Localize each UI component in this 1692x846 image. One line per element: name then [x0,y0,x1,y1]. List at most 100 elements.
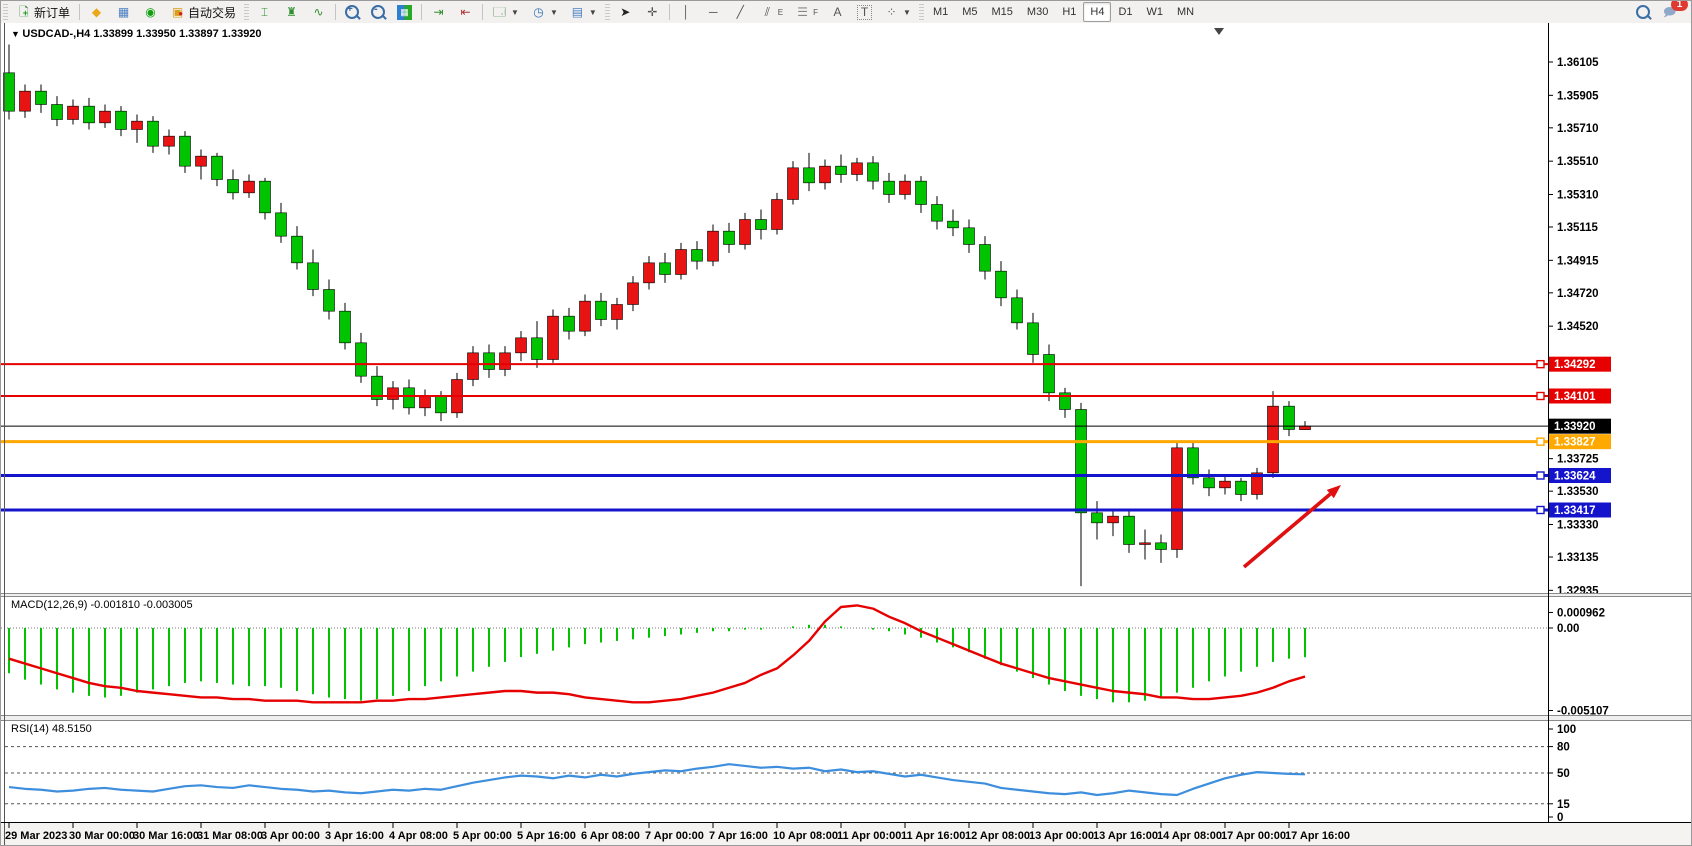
new-order-button[interactable]: 🗋+ 新订单 [10,1,76,23]
macd-pane [1,604,1548,704]
timeframe-button-m1[interactable]: M1 [932,6,949,18]
symbol-period-label: USDCAD-,H4 [22,28,91,40]
trend-arrow-annotation[interactable] [1242,485,1341,569]
timeframe-button-d1[interactable]: D1 [1118,6,1133,18]
horizontal-line-icon: ─ [709,4,718,19]
svg-text:80: 80 [1557,742,1570,754]
signals-button[interactable]: ◉ [137,1,164,23]
chart-dropdown-icon: ▼ [11,29,23,39]
vertical-line-icon: │ [682,4,691,19]
level-line-1.33920[interactable]: 1.33920 [1,418,1611,434]
auto-scroll-button[interactable]: ⇥ [425,1,452,23]
bar-chart-icon: ⌶ [260,4,269,19]
arrows-tool-button[interactable]: ⁘ ▼ [878,1,917,23]
macd-indicator-label[interactable]: MACD(12,26,9) -0.001810 -0.003005 [11,599,193,611]
toolbar-separator [482,4,484,20]
svg-text:29 Mar 2023: 29 Mar 2023 [5,830,67,842]
search-button[interactable] [1630,1,1656,23]
channel-tool-button[interactable]: ⫽ E [754,1,789,23]
svg-text:1.35905: 1.35905 [1557,90,1599,102]
main-toolbar: 🗋+ 新订单 ◆ ▦ ◉ ▣● 自动交易 ⌶ ♜ ∿ ▦ ⇥ ⇤ 🗔▼ ◷▼ [1,1,1691,24]
tile-windows-button[interactable]: ▦ [391,1,418,23]
toolbar-separator [668,4,670,20]
macd-signal-line [8,604,1306,704]
toolbar-separator [79,4,81,20]
svg-text:0.000962: 0.000962 [1557,607,1605,619]
svg-text:1.33417: 1.33417 [1554,505,1596,517]
level-line-1.34292[interactable]: 1.34292 [1,356,1611,372]
chart-symbol-title[interactable]: ▼ USDCAD-,H4 1.33899 1.33950 1.33897 1.3… [11,28,262,40]
rsi-indicator-label[interactable]: RSI(14) 48.5150 [11,723,92,735]
timeframe-button-m15[interactable]: M15 [991,6,1013,18]
chart-shift-marker[interactable] [1214,28,1224,35]
svg-text:1.34101: 1.34101 [1554,391,1596,403]
zoom-out-button[interactable] [365,1,391,23]
auto-trading-button[interactable]: ▣● 自动交易 [164,1,242,23]
toolbar-grip[interactable] [604,4,610,20]
fibonacci-tool-label: F [813,7,819,17]
svg-text:1.33920: 1.33920 [1554,421,1596,433]
signals-icon: ◉ [145,4,156,19]
level-lines[interactable]: 1.34292 1.34101 1.33920 1.33827 1.33624 1.334… [1,356,1611,518]
crosshair-icon: ✛ [647,4,658,19]
level-line-1.34101[interactable]: 1.34101 [1,388,1611,404]
metaeditor-button[interactable]: ◆ [83,1,110,23]
svg-text:1.33827: 1.33827 [1554,437,1596,449]
level-line-1.33417[interactable]: 1.33417 [1,502,1611,518]
candlestick-icon: ♜ [286,4,297,19]
svg-text:1.33530: 1.33530 [1557,486,1599,498]
svg-text:1.35710: 1.35710 [1557,123,1599,135]
zoom-out-icon [371,3,386,19]
svg-text:4 Apr 08:00: 4 Apr 08:00 [389,830,448,842]
crosshair-tool-button[interactable]: ✛ [639,1,666,23]
label-tool-button[interactable]: T [851,1,878,23]
svg-text:1.35115: 1.35115 [1557,222,1599,234]
market-watch-button[interactable]: ▦ [110,1,137,23]
timeframe-button-h4[interactable]: H4 [1083,2,1112,22]
timeframe-button-w1[interactable]: W1 [1146,6,1164,18]
line-chart-mode-button[interactable]: ∿ [305,1,332,23]
toolbar-grip[interactable] [3,4,8,20]
svg-text:10 Apr 08:00: 10 Apr 08:00 [773,830,838,842]
timeframe-button-h1[interactable]: H1 [1062,6,1077,18]
period-button[interactable]: ◷ ▼ [525,1,564,23]
candlestick-series [3,44,1311,587]
svg-text:12 Apr 08:00: 12 Apr 08:00 [965,830,1030,842]
svg-text:1.33135: 1.33135 [1557,552,1599,564]
svg-text:1.34292: 1.34292 [1554,359,1596,371]
fibonacci-icon: ☰ [797,4,809,19]
horizontal-line-tool-button[interactable]: ─ [700,1,727,23]
metaeditor-icon: ◆ [91,4,102,19]
timeframe-button-mn[interactable]: MN [1177,6,1195,18]
toolbar-grip[interactable] [918,4,924,20]
svg-text:17 Apr 16:00: 17 Apr 16:00 [1285,830,1350,842]
trendline-tool-button[interactable]: ╱ [727,1,754,23]
cursor-tool-button[interactable]: ➤ [612,1,639,23]
svg-text:1.34915: 1.34915 [1557,255,1599,267]
candle-chart-mode-button[interactable]: ♜ [278,1,305,23]
line-chart-icon: ∿ [313,4,324,19]
chart-canvas[interactable]: 1.34292 1.34101 1.33920 1.33827 1.33624 1.334… [1,23,1692,846]
template-button[interactable]: ▤ ▼ [564,1,603,23]
level-line-1.33624[interactable]: 1.33624 [1,468,1611,483]
level-line-1.33827[interactable]: 1.33827 [1,434,1611,450]
zoom-in-button[interactable] [339,1,365,23]
timeframe-button-m30[interactable]: M30 [1026,6,1049,18]
timeframe-button-m5[interactable]: M5 [962,6,978,18]
chart-shift-button[interactable]: ⇤ [452,1,479,23]
svg-text:30 Mar 16:00: 30 Mar 16:00 [133,830,199,842]
text-tool-button[interactable]: A [824,1,851,23]
vertical-line-tool-button[interactable]: │ [673,1,700,23]
fibonacci-tool-button[interactable]: ☰ F [789,1,824,23]
svg-text:1.34720: 1.34720 [1557,288,1599,300]
rsi-value: 48.5150 [51,723,92,735]
svg-text:30 Mar 00:00: 30 Mar 00:00 [69,830,135,842]
macd-name: MACD(12,26,9) [11,599,88,611]
chat-button[interactable]: 🗩 1 [1656,1,1688,23]
bar-chart-mode-button[interactable]: ⌶ [251,1,278,23]
new-order-icon: 🗋+ [19,4,29,19]
svg-text:13 Apr 00:00: 13 Apr 00:00 [1029,830,1094,842]
new-chart-button[interactable]: 🗔 ▼ [486,1,525,23]
toolbar-grip[interactable] [244,4,250,20]
